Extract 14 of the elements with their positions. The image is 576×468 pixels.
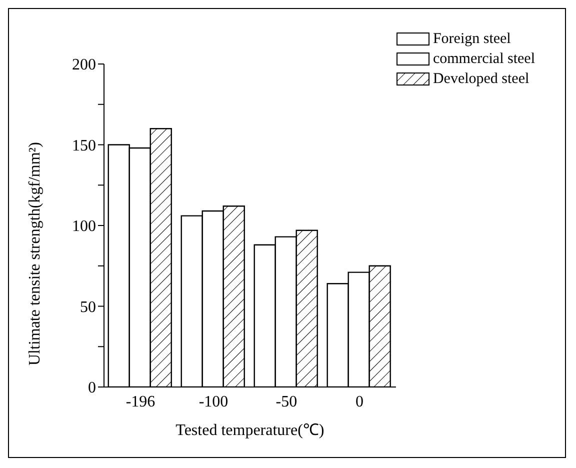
y-tick-label: 0 (88, 380, 96, 397)
x-axis-title: Tested temperature(℃) (176, 422, 324, 439)
y-tick-label: 100 (72, 218, 96, 236)
y-tick-label: 50 (80, 298, 96, 316)
y-axis-title: Ultimate tensite strength(kgf/mm²) (26, 142, 44, 366)
y-tick-label: 150 (72, 137, 96, 154)
legend-label: Developed steel (432, 70, 530, 89)
legend-label: Foreign steel (432, 30, 511, 49)
x-tick-label: -50 (276, 393, 298, 410)
x-tick-label: -100 (198, 393, 228, 410)
x-tick-label: 0 (355, 393, 364, 410)
y-tick-label: 200 (72, 56, 96, 74)
legend-label: commercial steel (432, 50, 535, 69)
x-tick-label: -196 (126, 393, 156, 410)
